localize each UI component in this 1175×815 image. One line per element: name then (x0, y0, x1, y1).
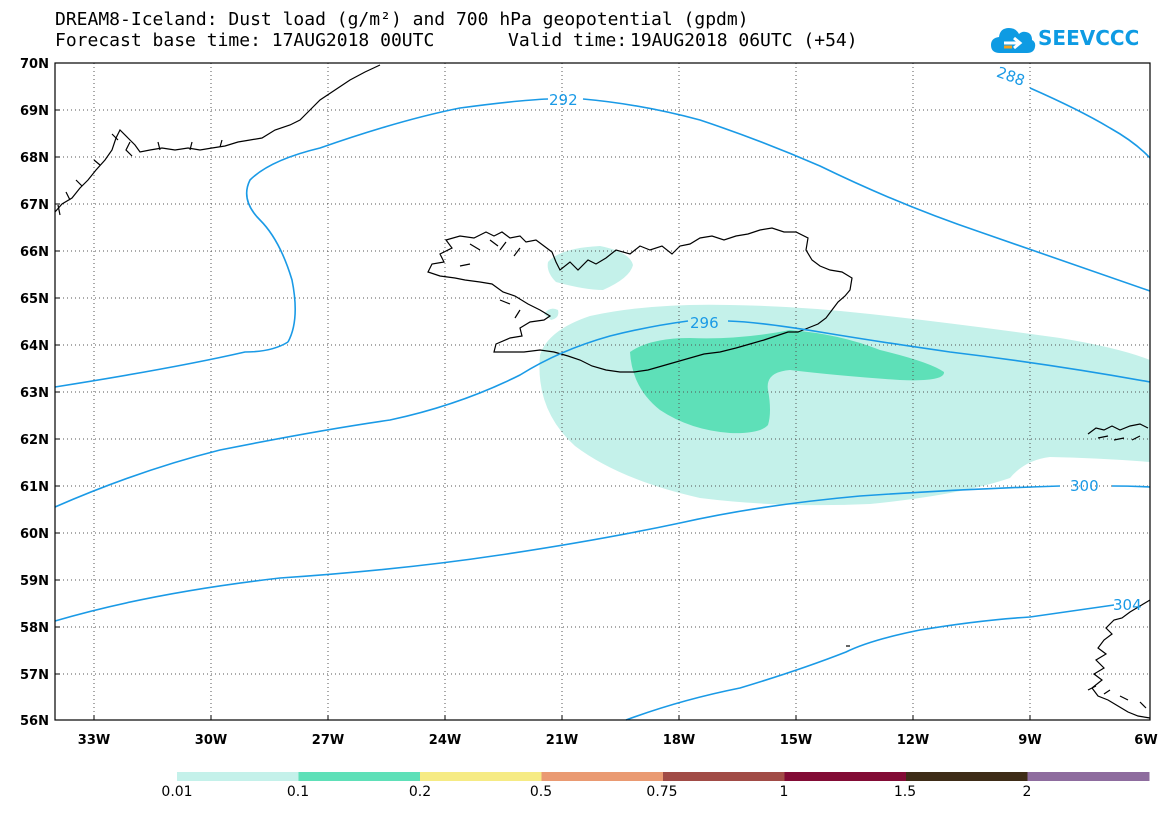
lon-label-24w: 24W (429, 733, 461, 748)
colorbar-label-001: 0.01 (161, 784, 193, 800)
dust-area-low-north (547, 246, 633, 290)
lon-label-9w: 9W (1018, 733, 1041, 748)
contour-304 (625, 604, 1115, 721)
map-title: DREAM8-Iceland: Dust load (g/m²) and 700… (55, 9, 749, 30)
lat-label-57n: 57N (20, 668, 49, 683)
lon-label-33w: 33W (78, 733, 110, 748)
valid-time-label: Valid time: (508, 30, 628, 51)
lon-label-6w: 6W (1134, 733, 1157, 748)
lon-label-12w: 12W (897, 733, 929, 748)
graticule (55, 63, 1150, 720)
contour-label-288: 288 (994, 63, 1027, 90)
colorbar-swatch-6 (906, 772, 1028, 781)
lat-label-70n: 70N (20, 57, 49, 72)
greenland-coast (54, 64, 381, 213)
contour-label-292: 292 (549, 91, 578, 109)
lat-label-65n: 65N (20, 292, 49, 307)
greenland-fjords (57, 133, 223, 216)
faroe-islands (1087, 423, 1149, 441)
contour-288 (1029, 87, 1151, 159)
contour-300 (54, 485, 1151, 622)
logo-text: SEEVCCC (1038, 26, 1140, 50)
lon-label-18w: 18W (663, 733, 695, 748)
colorbar-swatch-2 (420, 772, 542, 781)
colorbar-label-05: 0.5 (529, 784, 553, 800)
lat-label-61n: 61N (20, 480, 49, 495)
cloud-icon (991, 28, 1036, 53)
contour-label-304: 304 (1113, 596, 1142, 614)
colorbar-label-01: 0.1 (286, 784, 310, 800)
colorbar-label-1: 1 (779, 784, 789, 800)
colorbar-label-15: 1.5 (893, 784, 917, 800)
lon-label-15w: 15W (780, 733, 812, 748)
dust-area-low-spot (544, 308, 559, 320)
lat-label-58n: 58N (20, 621, 49, 636)
valid-time-value: 19AUG2018 06UTC (+54) (630, 30, 858, 51)
forecast-base-time: Forecast base time: 17AUG2018 00UTC (55, 30, 435, 51)
geopotential-contours (54, 87, 1151, 721)
lon-label-30w: 30W (195, 733, 227, 748)
seevccc-logo: SEEVCCC (990, 20, 1140, 60)
lon-label-27w: 27W (312, 733, 344, 748)
lat-label-68n: 68N (20, 151, 49, 166)
lat-label-59n: 59N (20, 574, 49, 589)
colorbar-swatch-4 (663, 772, 785, 781)
lat-label-64n: 64N (20, 339, 49, 354)
lat-label-66n: 66N (20, 245, 49, 260)
colorbar-swatch-7 (1027, 772, 1150, 781)
contour-296 (54, 320, 1151, 508)
iceland-coast (427, 227, 853, 373)
contour-label-296: 296 (690, 314, 719, 332)
longitude-labels: 33W 30W 27W 24W 21W 18W 15W 12W 9W 6W (78, 733, 1158, 748)
lat-label-63n: 63N (20, 386, 49, 401)
colorbar-label-075: 0.75 (646, 784, 678, 800)
lat-label-60n: 60N (20, 527, 49, 542)
colorbar-swatch-3 (541, 772, 664, 781)
colorbar-swatch-1 (298, 772, 421, 781)
colorbar-label-2: 2 (1022, 784, 1032, 800)
coastlines (54, 64, 1151, 719)
latitude-labels: 70N 69N 68N 67N 66N 65N 64N 63N 62N 61N … (20, 57, 49, 729)
lon-label-21w: 21W (546, 733, 578, 748)
contour-label-300: 300 (1070, 477, 1099, 495)
colorbar-swatch-0 (177, 772, 299, 781)
colorbar (177, 772, 1150, 781)
lat-label-62n: 62N (20, 433, 49, 448)
lat-label-67n: 67N (20, 198, 49, 213)
contour-292 (54, 98, 1151, 388)
lat-label-56n: 56N (20, 714, 49, 729)
scotland-coast (1087, 599, 1151, 719)
dust-area-mid (630, 330, 945, 434)
dust-load-fill (539, 246, 1150, 506)
lat-label-69n: 69N (20, 104, 49, 119)
colorbar-label-02: 0.2 (408, 784, 432, 800)
colorbar-swatch-5 (784, 772, 907, 781)
dust-area-low-main (539, 304, 1150, 506)
tick-marks (55, 109, 1031, 720)
iceland-westfjords (459, 239, 521, 319)
